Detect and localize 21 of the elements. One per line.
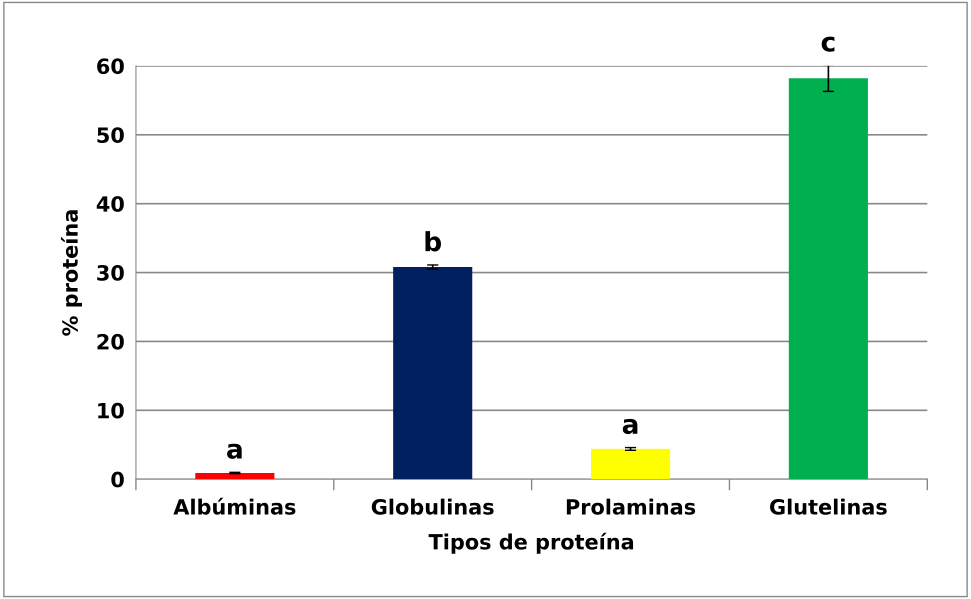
y-tick-label: 0 <box>111 472 124 488</box>
y-tick-label: 60 <box>97 58 124 74</box>
annotation: a <box>622 418 638 434</box>
annotation: a <box>227 444 242 459</box>
x-tick-label: Glutelinas <box>770 498 887 515</box>
annotation: b <box>425 231 441 252</box>
y-tick-label: 20 <box>97 334 124 350</box>
y-tick-label: 10 <box>98 402 124 419</box>
x-tick-label: Prolaminas <box>566 498 696 515</box>
bar <box>590 448 670 480</box>
bar <box>393 267 472 480</box>
bar <box>195 473 274 480</box>
y-tick-label: 50 <box>97 127 124 143</box>
y-tick-label: 40 <box>96 196 124 212</box>
y-tick-label: 30 <box>97 265 124 281</box>
bar <box>788 78 868 480</box>
x-tick-label: Globulinas <box>372 498 494 515</box>
x-tick-label: Albúminas <box>173 498 296 515</box>
annotation: c <box>822 36 834 52</box>
y-axis-title: % proteína <box>60 210 82 336</box>
x-axis-title: Tipos de proteína <box>428 532 634 554</box>
